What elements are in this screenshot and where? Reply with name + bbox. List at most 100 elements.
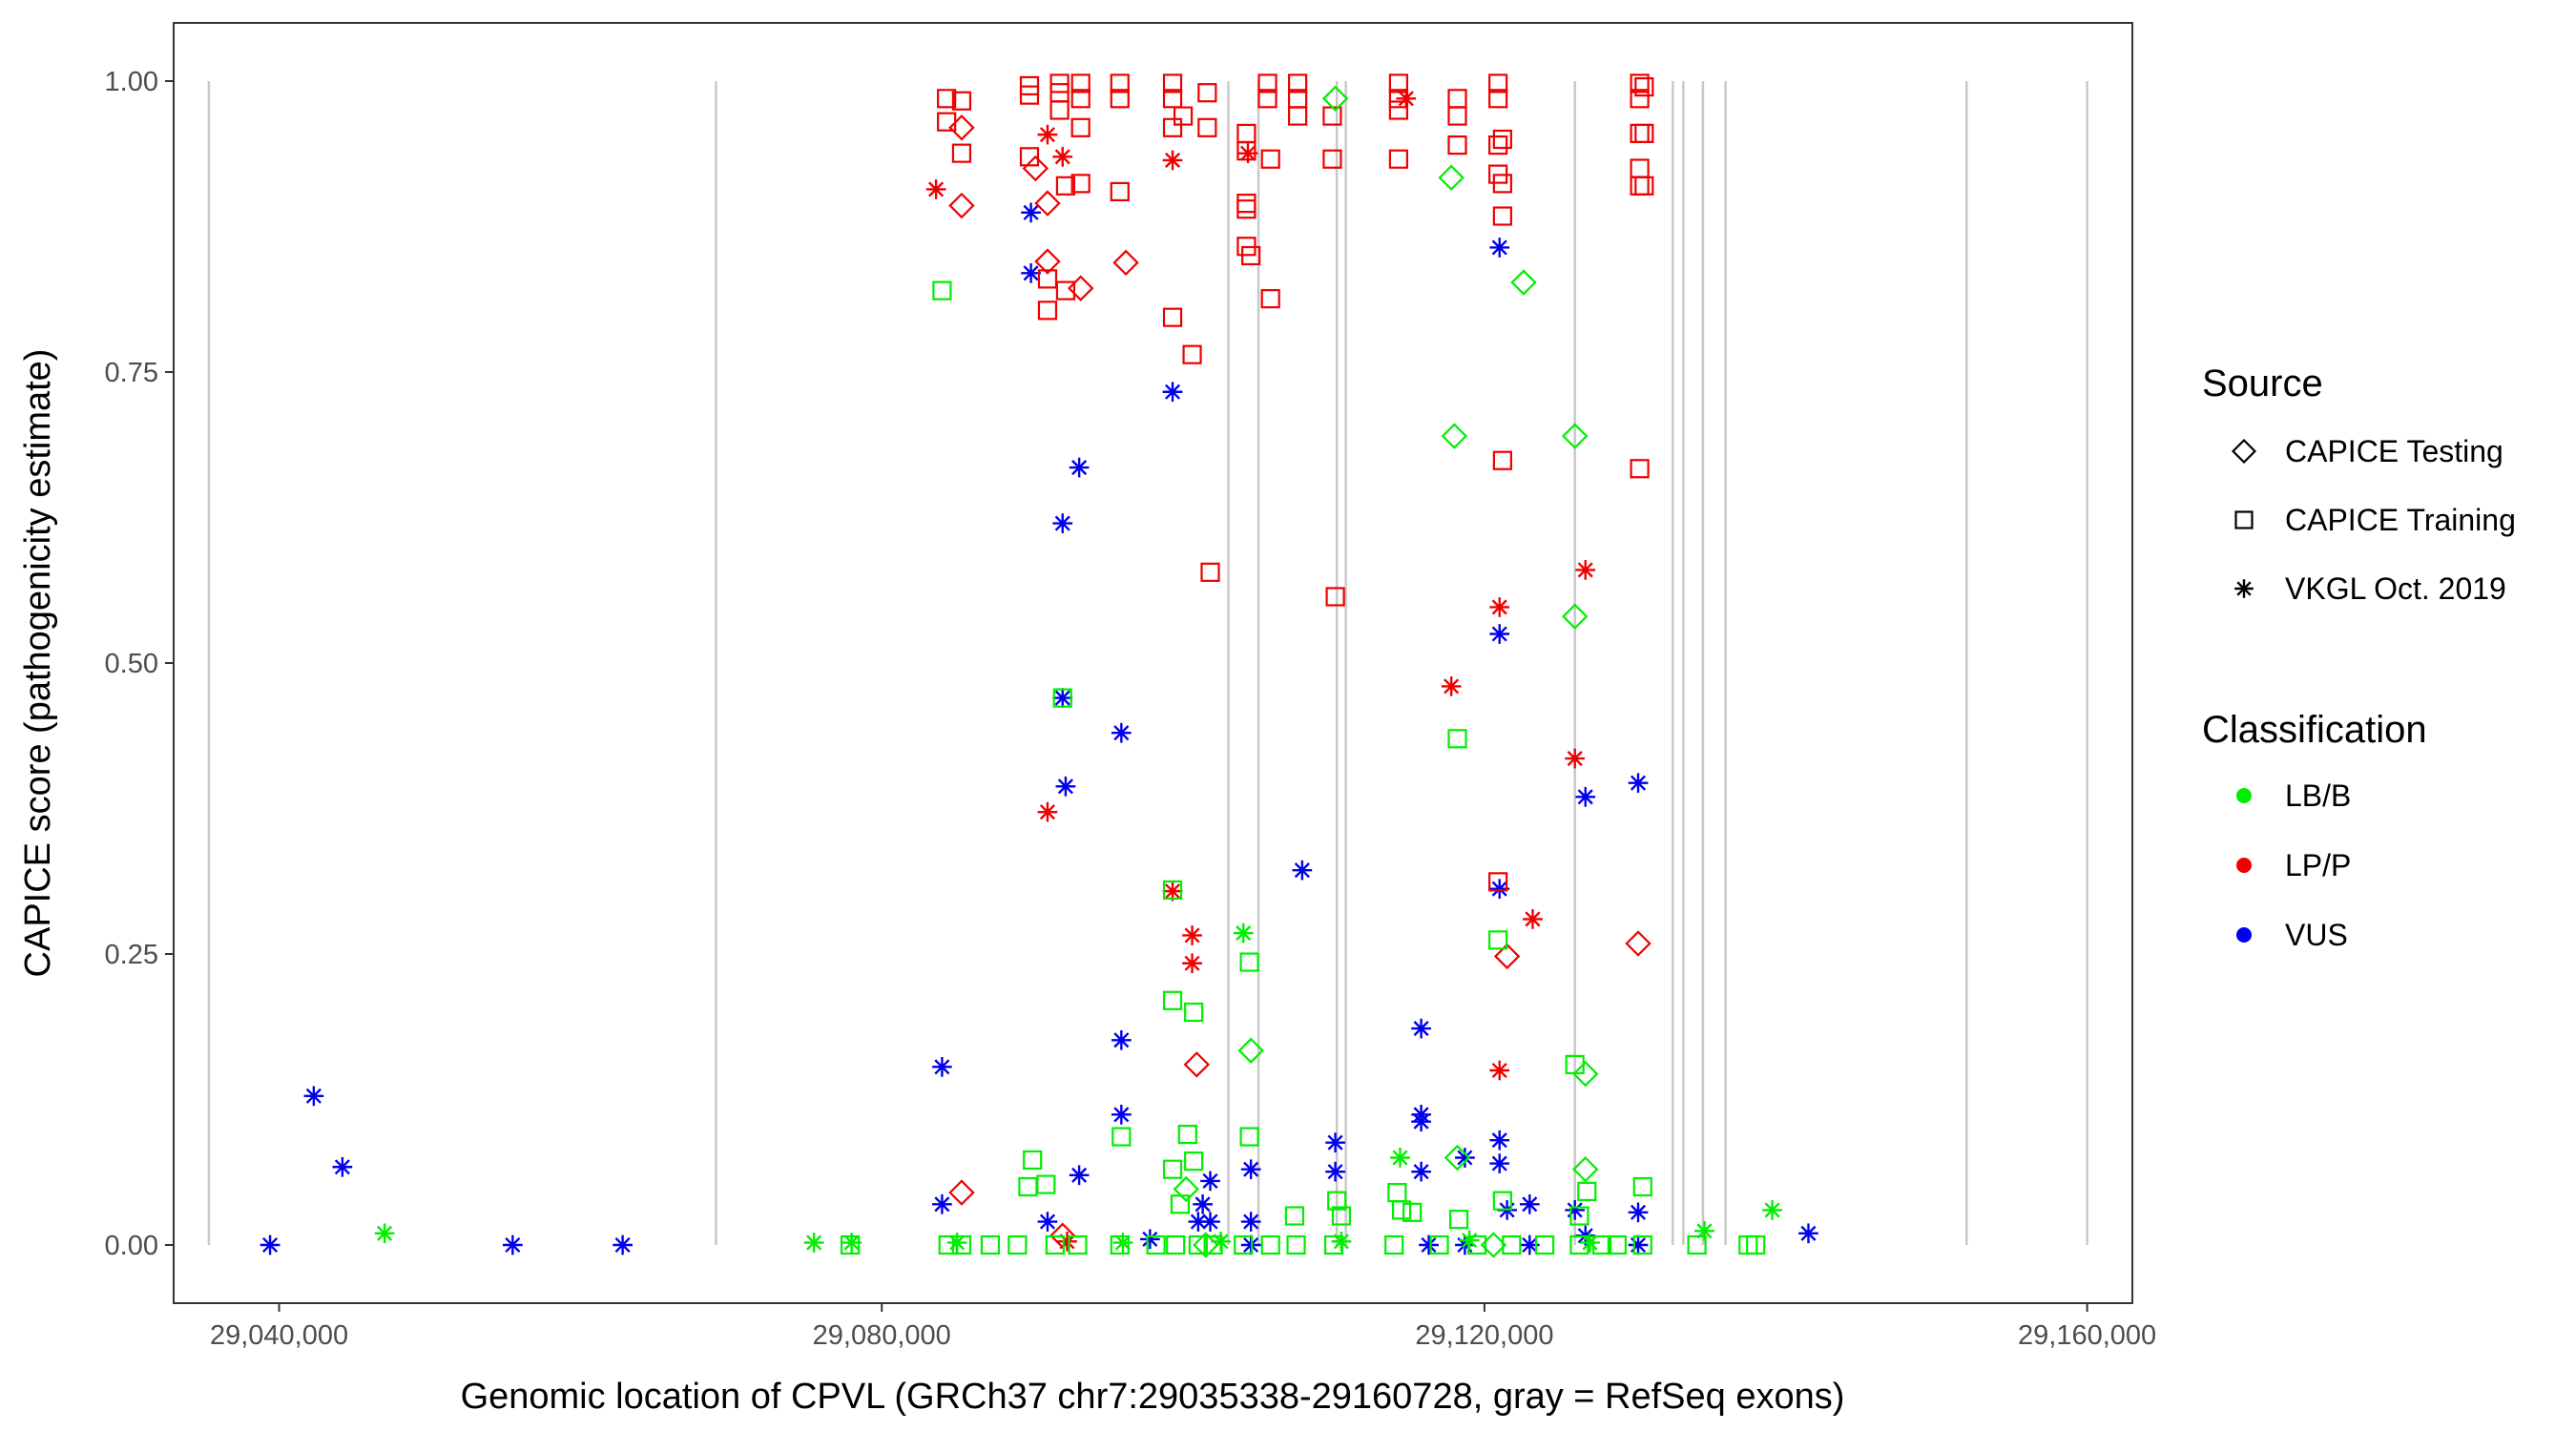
data-point-vus-vkgl (1411, 1111, 1431, 1132)
data-point-lb-b-training (1327, 1191, 1347, 1211)
data-point-lp-p-training (1110, 73, 1130, 93)
x-tick-label: 29,080,000 (813, 1320, 951, 1351)
data-point-lp-p-testing (1112, 249, 1139, 277)
data-point-lb-b-training (1402, 1202, 1423, 1222)
data-point-lb-b-testing (1480, 1232, 1507, 1258)
legend-key-training (2234, 510, 2254, 529)
data-point-vus-vkgl (1021, 202, 1041, 223)
data-point-lb-b-training (1188, 1234, 1208, 1255)
data-point-lp-p-training (1197, 117, 1217, 137)
data-point-lb-b-training (1068, 1234, 1088, 1255)
legend-label-vus: VUS (2285, 918, 2348, 952)
data-point-vus-vkgl (1489, 1130, 1510, 1151)
legend-key-vkgl (2234, 579, 2254, 598)
y-axis: 0.00 0.25 0.50 0.75 1.00 (105, 67, 174, 1261)
legend-key-lp-p (2236, 858, 2252, 873)
data-point-lp-p-training (1322, 149, 1342, 169)
data-point-lp-p-training (1388, 149, 1409, 169)
legend-key-lb-b (2236, 788, 2252, 803)
data-point-lp-p-training (1488, 73, 1508, 93)
data-point-lp-p-training (1162, 89, 1183, 109)
data-point-vus-vkgl (1200, 1212, 1220, 1232)
data-point-lp-p-testing (948, 1179, 975, 1206)
data-point-lb-b-training (1023, 1150, 1043, 1171)
data-point-vus-vkgl (932, 1193, 952, 1214)
data-point-lb-b-vkgl (946, 1233, 967, 1253)
data-point-lb-b-training (1111, 1127, 1132, 1147)
data-point-vus-vkgl (1455, 1148, 1475, 1168)
data-point-vus-vkgl (932, 1056, 952, 1077)
x-tick-label: 29,040,000 (210, 1320, 348, 1351)
data-point-lb-b-vkgl (1233, 923, 1254, 944)
data-point-lb-b-training (1162, 990, 1183, 1010)
data-point-lb-b-vkgl (1762, 1200, 1782, 1220)
data-point-lp-p-training (1055, 176, 1076, 196)
data-point-vus-vkgl (1292, 860, 1313, 881)
data-point-lp-p-training (951, 143, 972, 163)
data-point-vus-vkgl (303, 1086, 324, 1107)
data-point-lb-b-training (1234, 1234, 1254, 1255)
data-point-lb-b-vkgl (1390, 1148, 1410, 1168)
data-point-lb-b-testing (1321, 85, 1349, 113)
data-point-lb-b-vkgl (374, 1223, 395, 1244)
data-point-vus-vkgl (1575, 786, 1596, 807)
data-points (260, 73, 1818, 1258)
data-point-vus-vkgl (1489, 238, 1510, 258)
data-point-vus-vkgl (332, 1156, 353, 1177)
data-point-lp-p-training (1236, 199, 1257, 219)
data-point-lp-p-training (1019, 147, 1040, 167)
data-point-lb-b-training (1260, 1234, 1280, 1255)
data-point-lp-p-training (1634, 123, 1654, 143)
data-point-lp-p-testing (948, 114, 975, 141)
data-point-vus-vkgl (1069, 1165, 1090, 1186)
data-point-vus-vkgl (1111, 1029, 1132, 1050)
data-point-vus-vkgl (1489, 624, 1510, 644)
y-tick-label: 0.50 (105, 649, 158, 679)
data-point-lp-p-testing (1067, 275, 1094, 301)
data-point-lp-p-vkgl (1441, 676, 1462, 696)
data-point-vus-vkgl (1240, 1212, 1261, 1232)
data-point-vus-vkgl (1139, 1229, 1160, 1250)
exon-lines (207, 81, 2088, 1245)
data-point-lb-b-testing (1510, 269, 1537, 296)
y-tick-label: 1.00 (105, 67, 158, 97)
data-point-lp-p-training (1241, 245, 1261, 266)
legend-source-title: Source (2202, 363, 2323, 404)
data-point-lp-p-training (1019, 85, 1040, 105)
data-point-lb-b-training (1632, 1234, 1652, 1255)
data-point-lb-b-testing (1561, 423, 1589, 449)
data-point-lb-b-vkgl (1211, 1231, 1231, 1252)
data-point-lp-p-training (1257, 73, 1278, 93)
data-point-lb-b-training (1448, 1210, 1469, 1230)
data-point-lp-p-testing (1625, 930, 1652, 957)
data-point-lp-p-vkgl (1037, 801, 1058, 822)
data-point-lp-p-training (1488, 89, 1508, 109)
y-tick-label: 0.25 (105, 940, 158, 970)
legend-label-lp-p: LP/P (2285, 848, 2351, 882)
data-point-vus-vkgl (1411, 1018, 1431, 1039)
data-point-lp-p-training (1388, 73, 1409, 93)
data-point-lp-p-vkgl (1523, 909, 1543, 929)
data-point-vus-vkgl (1052, 513, 1073, 533)
legend-label-lb-b: LB/B (2285, 778, 2351, 813)
data-point-vus-vkgl (1021, 262, 1041, 283)
data-point-lb-b-training (1488, 930, 1508, 950)
data-point-lp-p-vkgl (925, 179, 946, 199)
data-point-lb-b-training (1331, 1206, 1352, 1226)
data-point-lb-b-training (1239, 1127, 1259, 1147)
data-point-lp-p-training (951, 91, 972, 111)
data-point-lp-p-training (1173, 106, 1194, 126)
data-point-lp-p-training (1037, 269, 1058, 289)
data-point-lp-p-training (1049, 100, 1070, 120)
data-point-lp-p-training (1492, 206, 1512, 226)
data-point-vus-vkgl (1325, 1161, 1345, 1182)
y-tick-label: 0.75 (105, 358, 158, 388)
data-point-lp-p-vkgl (1575, 560, 1596, 580)
data-point-lb-b-training (1607, 1234, 1628, 1255)
data-point-lb-b-training (932, 280, 952, 301)
legend-classification: Classification LB/B LP/P VUS (2202, 709, 2427, 952)
x-tick-label: 29,160,000 (2018, 1320, 2156, 1351)
data-point-vus-vkgl (1193, 1193, 1213, 1214)
data-point-vus-vkgl (1162, 382, 1183, 403)
